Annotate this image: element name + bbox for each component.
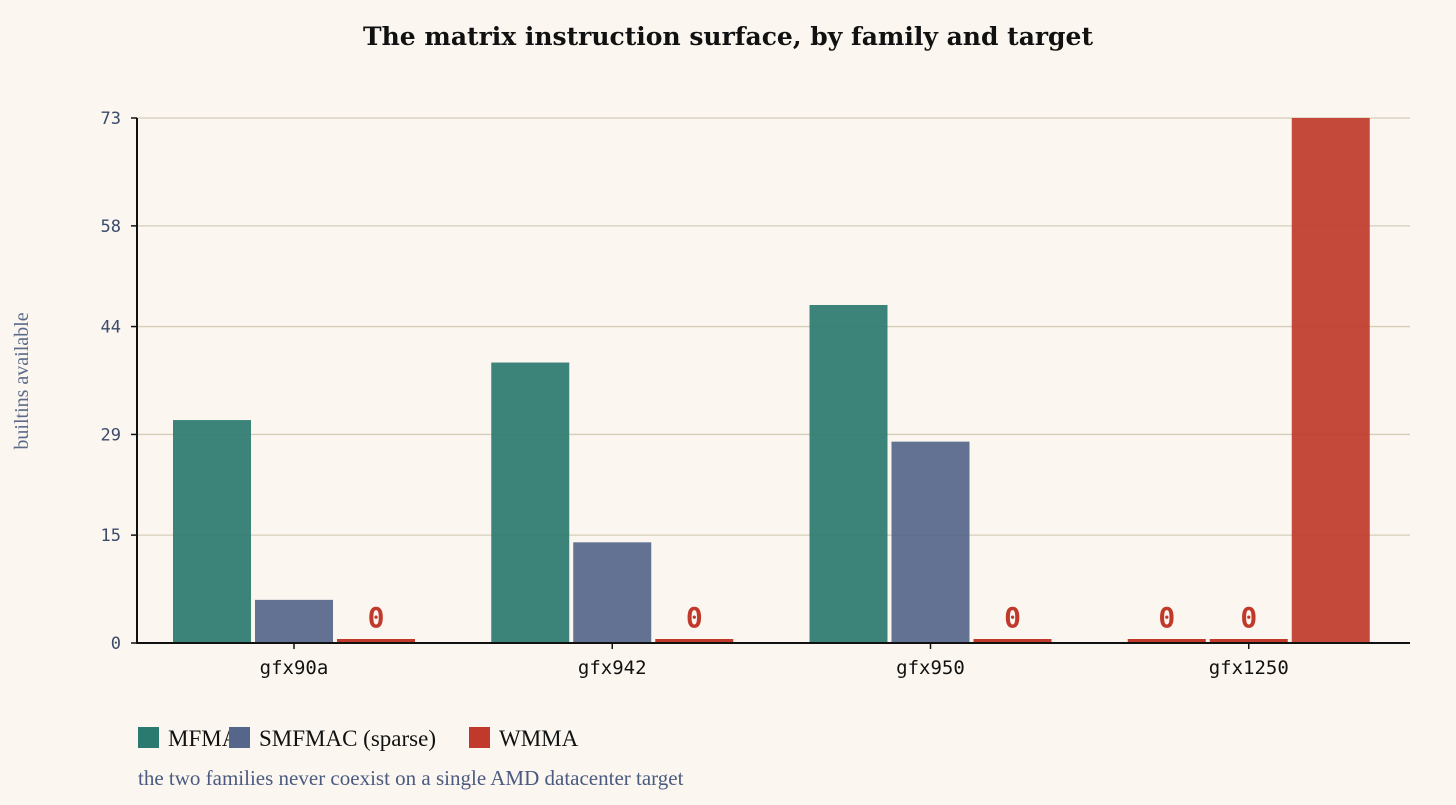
bar-gfx942-SMFMAC (sparse): [573, 542, 652, 643]
zero-bar-gfx942-WMMA: [655, 639, 734, 644]
x-tick-label-gfx942: gfx942: [578, 657, 647, 679]
y-tick-label: 58: [101, 217, 121, 237]
bar-gfx90a-MFMA: [173, 420, 251, 643]
x-tick-label-gfx1250: gfx1250: [1209, 657, 1289, 679]
bar-gfx950-MFMA: [809, 304, 888, 643]
zero-value-label: 0: [1158, 601, 1175, 634]
zero-bar-gfx90a-WMMA: [337, 639, 415, 644]
x-tick-labels: gfx90a gfx942 gfx950 gfx1250: [260, 643, 1289, 679]
zero-bar-gfx950-WMMA: [973, 639, 1052, 644]
bars: 0 0 0 0 0: [173, 118, 1370, 644]
axes: [136, 118, 1410, 644]
bar-gfx1250-WMMA: [1291, 118, 1370, 643]
y-tick-label: 29: [101, 425, 121, 445]
x-tick-label-gfx90a: gfx90a: [260, 657, 329, 679]
x-tick-label-gfx950: gfx950: [896, 657, 965, 679]
bar-gfx950-SMFMAC (sparse): [891, 441, 970, 643]
bar-gfx942-MFMA: [491, 362, 570, 643]
y-tick-label: 0: [111, 634, 121, 654]
zero-value-label: 0: [686, 601, 703, 634]
zero-value-label: 0: [1240, 601, 1257, 634]
y-tick-label: 73: [101, 109, 121, 129]
footnote: the two families never coexist on a sing…: [138, 766, 684, 790]
zero-bar-gfx1250-MFMA: [1127, 639, 1206, 644]
y-tick-label: 44: [101, 318, 121, 338]
y-tick-label: 15: [101, 526, 121, 546]
legend-swatch-1: [138, 727, 159, 748]
legend-swatch-3: [469, 727, 490, 748]
chart-title: The matrix instruction surface, by famil…: [363, 22, 1093, 51]
y-tick-labels: 0 15 29 44 58 73: [101, 109, 121, 654]
legend-label-1: MFMA: [168, 726, 239, 751]
gridlines: [131, 117, 1410, 644]
bar-gfx90a-SMFMAC (sparse): [255, 599, 333, 643]
zero-value-label: 0: [368, 601, 385, 634]
legend-label-2: SMFMAC (sparse): [259, 726, 436, 751]
y-axis-label: builtins available: [11, 312, 33, 449]
legend-label-3: WMMA: [499, 726, 579, 751]
zero-bar-gfx1250-SMFMAC (sparse): [1209, 639, 1288, 644]
zero-value-label: 0: [1004, 601, 1021, 634]
legend-swatch-2: [229, 727, 250, 748]
legend: MFMA SMFMAC (sparse) WMMA: [138, 726, 579, 751]
